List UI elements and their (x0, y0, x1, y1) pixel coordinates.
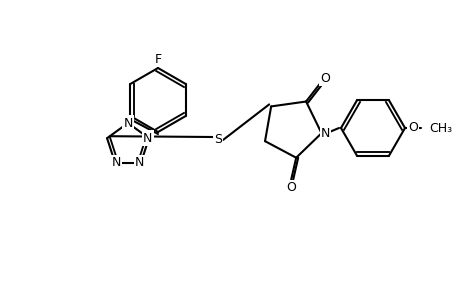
Text: N: N (320, 127, 330, 140)
Text: N: N (143, 132, 152, 145)
Text: O: O (319, 72, 329, 85)
Text: F: F (154, 52, 161, 65)
Text: N: N (123, 116, 132, 130)
Text: N: N (135, 156, 144, 169)
Text: O: O (285, 181, 296, 194)
Text: CH₃: CH₃ (428, 122, 451, 134)
Text: O: O (407, 121, 417, 134)
Text: N: N (111, 156, 121, 169)
Text: S: S (213, 133, 222, 146)
